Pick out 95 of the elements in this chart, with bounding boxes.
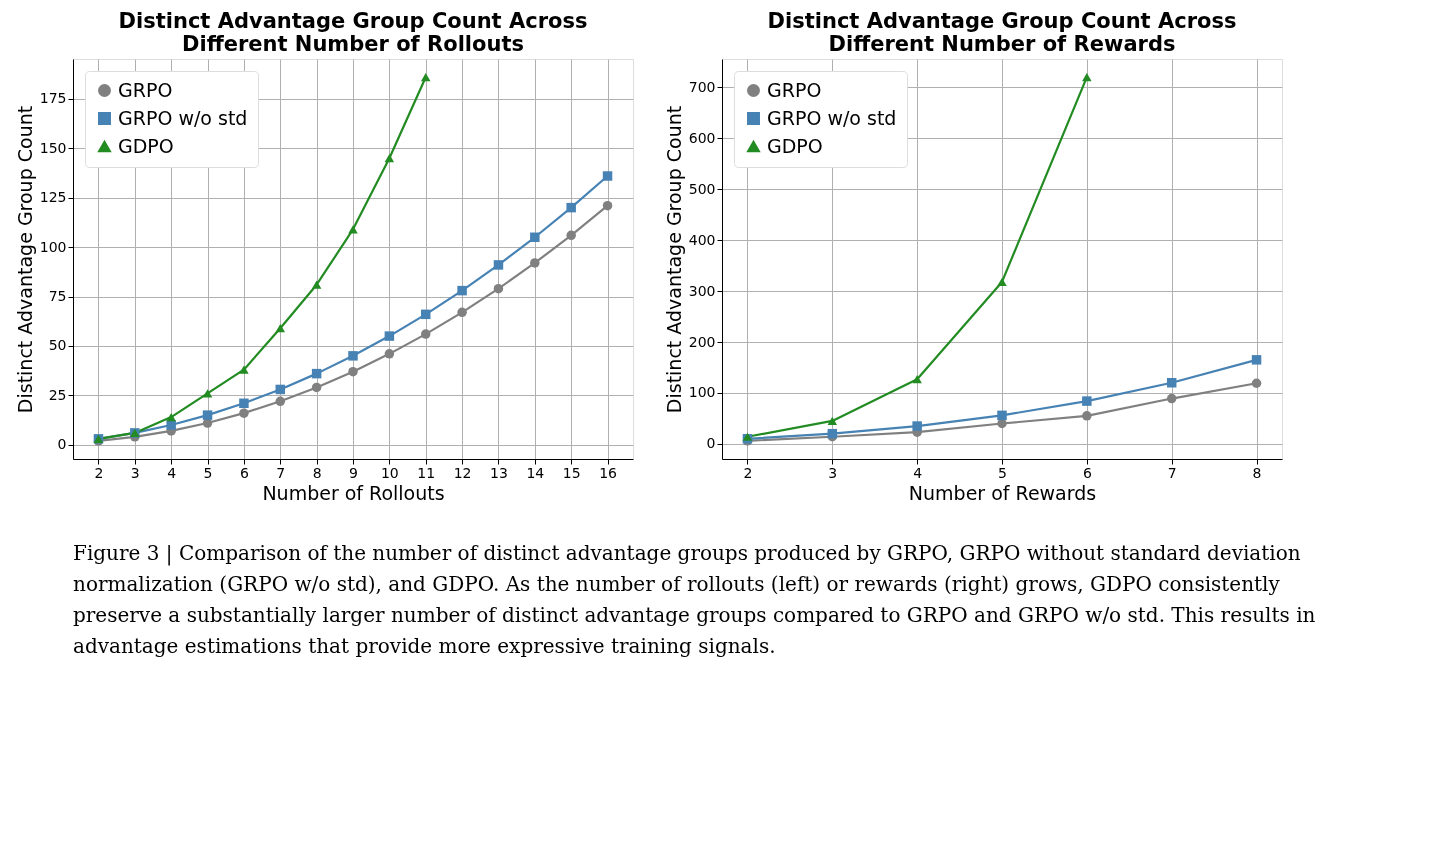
point [827, 416, 838, 426]
point [311, 382, 322, 393]
x-tick-label: 13 [490, 464, 508, 481]
point [912, 375, 922, 384]
point [275, 384, 286, 395]
point [997, 277, 1007, 287]
point [566, 202, 576, 213]
x-tick-label: 2 [743, 464, 753, 481]
point [420, 73, 431, 82]
y-tick-label: 100 [688, 384, 716, 401]
point [202, 410, 213, 420]
point [275, 324, 286, 333]
x-tick-label: 6 [239, 464, 249, 481]
point [348, 366, 358, 377]
y-tick-label: 75 [48, 288, 67, 305]
point [602, 171, 613, 181]
y-tick-label: 0 [57, 436, 67, 453]
legend-label: GRPO [118, 78, 173, 101]
point [348, 351, 358, 361]
point [384, 154, 395, 163]
y-tick-label: 500 [688, 180, 716, 197]
x-axis-title: Number of Rollouts [262, 481, 445, 504]
point [1166, 378, 1177, 388]
legend-label: GDPO [767, 134, 823, 157]
legend-label: GRPO w/o std [118, 106, 248, 129]
x-tick-label: 2 [94, 464, 104, 481]
x-axis-title: Number of Rewards [908, 481, 1097, 504]
x-tick-label: 6 [1082, 464, 1092, 481]
point [384, 331, 395, 341]
point [530, 232, 540, 242]
x-tick-label: 3 [130, 464, 140, 481]
point [311, 280, 322, 289]
point [997, 410, 1007, 421]
x-tick-label: 16 [599, 464, 618, 481]
caption: Figure 3 | Comparison of the number of distinct advantage groups produced by GRPO, GRPO without standard deviation normalization (GRPO w/o std), and GDPO. As the number of rollouts (left) or rewards (right) grows, GDPO consistently preserve a substantially larger number of distinct advantage groups compared to GRPO and GRPO w/o std. This results in advantage estimations that provide more expressive training signals. [73, 541, 1316, 658]
point [239, 408, 249, 418]
point [275, 396, 286, 407]
point [1082, 396, 1092, 406]
y-tick-label: 25 [48, 386, 67, 403]
y-tick-label: 700 [688, 78, 716, 95]
point [420, 309, 431, 320]
point [1166, 393, 1177, 404]
x-tick-label: 12 [453, 464, 472, 481]
x-tick-label: 9 [349, 464, 358, 481]
point [202, 389, 213, 398]
point [384, 349, 395, 359]
point [1082, 411, 1092, 421]
x-tick-label: 5 [203, 464, 213, 481]
point [166, 412, 176, 422]
y-tick-label: 175 [39, 90, 67, 107]
point [566, 230, 576, 241]
y-tick-label: 100 [39, 238, 67, 255]
point [1251, 355, 1262, 365]
x-tick-label: 15 [562, 464, 581, 481]
y-tick-label: 50 [48, 337, 67, 354]
y-axis-title: Distinct Advantage Group Count [662, 105, 685, 414]
y-tick-label: 400 [688, 231, 716, 248]
point [457, 285, 467, 296]
chart-title: Distinct Advantage Group Count Across Different Number of Rewards [767, 9, 1237, 56]
chart-title: Distinct Advantage Group Count Across Different Number of Rollouts [118, 9, 588, 56]
x-tick-label: 4 [913, 464, 923, 481]
point [1251, 378, 1262, 388]
x-tick-label: 3 [828, 464, 838, 481]
y-tick-label: 0 [706, 435, 716, 452]
y-tick-label: 125 [39, 189, 67, 206]
legend-label: GRPO [767, 78, 822, 101]
point [1082, 73, 1092, 82]
point [912, 421, 922, 431]
point [602, 200, 613, 211]
point [239, 365, 249, 374]
y-tick-label: 200 [688, 333, 716, 350]
y-tick-label: 300 [688, 282, 716, 299]
x-tick-label: 4 [167, 464, 177, 481]
x-tick-label: 14 [526, 464, 545, 481]
y-axis-title: Distinct Advantage Group Count [13, 105, 36, 414]
x-tick-label: 5 [998, 464, 1007, 481]
x-tick-label: 11 [417, 464, 436, 481]
x-tick-label: 8 [312, 464, 322, 481]
y-tick-label: 600 [688, 129, 716, 146]
point [530, 258, 540, 268]
point [239, 398, 249, 409]
point [493, 260, 504, 270]
legend-label: GDPO [118, 134, 174, 157]
x-tick-label: 8 [1252, 464, 1262, 481]
point [166, 420, 176, 430]
legend-label: GRPO w/o std [767, 106, 897, 129]
x-tick-label: 7 [1167, 464, 1177, 481]
point [420, 329, 431, 339]
point [493, 283, 504, 294]
x-tick-label: 10 [380, 464, 399, 481]
point [457, 307, 467, 318]
x-tick-label: 7 [276, 464, 286, 481]
point [311, 368, 322, 379]
point [827, 428, 838, 439]
y-tick-label: 150 [39, 139, 67, 156]
